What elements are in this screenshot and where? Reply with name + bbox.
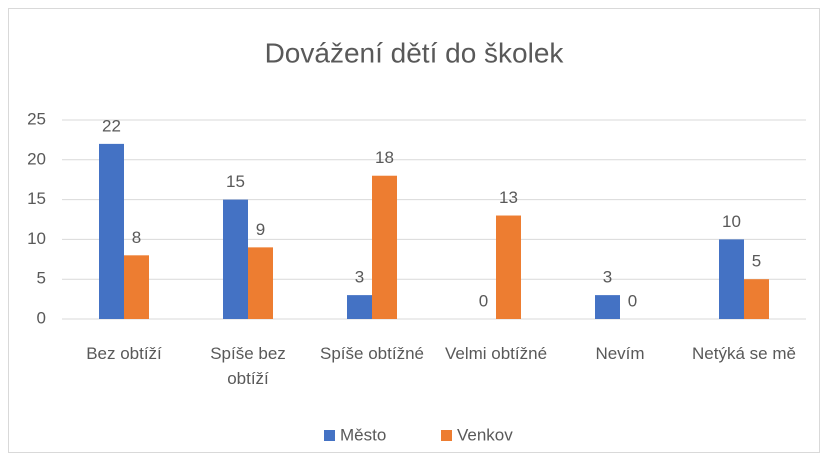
bar [496, 215, 521, 319]
value-label: 5 [752, 252, 761, 271]
value-label: 13 [499, 188, 518, 207]
legend-label: Venkov [457, 425, 513, 444]
value-label: 22 [102, 116, 121, 135]
value-label: 3 [355, 268, 364, 287]
y-tick-label: 0 [37, 308, 46, 327]
x-tick-label: Spíše obtížné [320, 344, 424, 363]
bar [248, 247, 273, 319]
value-label: 3 [603, 268, 612, 287]
bar [347, 295, 372, 319]
legend-label: Město [340, 425, 386, 444]
y-tick-label: 25 [27, 109, 46, 128]
y-tick-label: 10 [27, 229, 46, 248]
y-tick-label: 20 [27, 149, 46, 168]
x-tick-label: Velmi obtížné [444, 344, 548, 363]
chart-title: Dovážení dětí do školek [265, 37, 565, 68]
bar [223, 199, 248, 319]
value-label: 18 [375, 148, 394, 167]
x-tick-label: Netýká se mě [692, 344, 796, 363]
value-label: 9 [256, 220, 265, 239]
chart-border [8, 8, 820, 453]
x-tick-label: Bez obtíží [86, 344, 162, 363]
value-label: 0 [628, 291, 637, 310]
legend-swatch [441, 430, 452, 441]
bar [719, 239, 744, 319]
x-tick-label: Nevím [595, 344, 645, 363]
value-label: 0 [479, 291, 488, 310]
bar [372, 175, 397, 319]
legend-swatch [324, 430, 335, 441]
y-tick-label: 15 [27, 189, 46, 208]
bar [744, 279, 769, 319]
bar [124, 255, 149, 319]
value-label: 10 [722, 212, 741, 231]
x-tick-label: Spíše bez obtíží [210, 344, 286, 388]
bar [99, 143, 124, 319]
y-tick-label: 5 [37, 269, 46, 288]
bar [595, 295, 620, 319]
value-label: 15 [226, 172, 245, 191]
value-label: 8 [132, 228, 141, 247]
